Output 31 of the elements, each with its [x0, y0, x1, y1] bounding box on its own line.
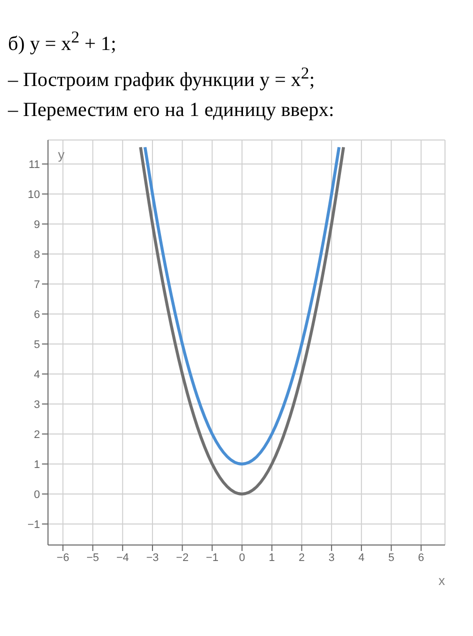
- x-tick-label: 3: [328, 552, 335, 564]
- x-tick-label: −2: [176, 552, 189, 564]
- y-tick-label: 0: [34, 489, 40, 502]
- y-tick-label: 4: [34, 369, 40, 382]
- x-tick-label: 5: [388, 552, 394, 564]
- chart-title: б) y = x$^{2}$ + 1;: [8, 27, 116, 55]
- y-tick-label: 8: [34, 249, 40, 262]
- x-tick-label: −5: [86, 552, 100, 564]
- text: – Переместим его на 1 единицу вверх:: [8, 99, 334, 122]
- x-tick-label: 1: [268, 552, 275, 564]
- y-tick-label: 2: [34, 429, 40, 442]
- y-tick-label: 7: [34, 279, 40, 292]
- y-axis-title: y: [58, 148, 65, 163]
- y-tick-label: 5: [34, 339, 40, 352]
- y-tick-label: 6: [34, 309, 40, 322]
- x-tick-label: 0: [238, 552, 246, 564]
- text: – Построим график функции y = x$^{2}$;: [8, 64, 315, 92]
- x-tick-label: −4: [116, 552, 129, 564]
- y-tick-label: 10: [28, 189, 40, 202]
- y-tick-label: 3: [34, 399, 40, 412]
- x-tick-label: −6: [56, 552, 70, 564]
- y-tick-label: 9: [34, 219, 40, 232]
- x-tick-label: 6: [418, 552, 424, 564]
- x-tick-label: −1: [206, 552, 218, 564]
- x-tick-label: 2: [298, 552, 305, 564]
- y-tick-label: 1: [34, 459, 40, 472]
- x-tick-label: −3: [146, 552, 159, 564]
- x-tick-label: 4: [358, 552, 364, 564]
- y-tick-label: 11: [28, 159, 40, 172]
- y-tick-label: −1: [27, 519, 40, 532]
- x-axis-title: x: [438, 573, 446, 588]
